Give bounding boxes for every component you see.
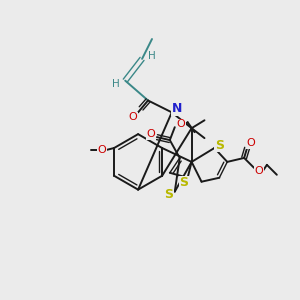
Text: H: H — [148, 51, 156, 61]
Text: O: O — [129, 112, 137, 122]
Text: H: H — [112, 79, 120, 88]
Text: O: O — [176, 119, 185, 129]
Text: O: O — [147, 129, 155, 139]
Text: O: O — [255, 166, 263, 176]
Text: S: S — [179, 176, 188, 189]
Text: S: S — [215, 139, 224, 152]
Text: S: S — [164, 188, 173, 201]
Text: O: O — [247, 138, 255, 148]
Text: O: O — [98, 145, 106, 155]
Text: N: N — [172, 102, 182, 115]
